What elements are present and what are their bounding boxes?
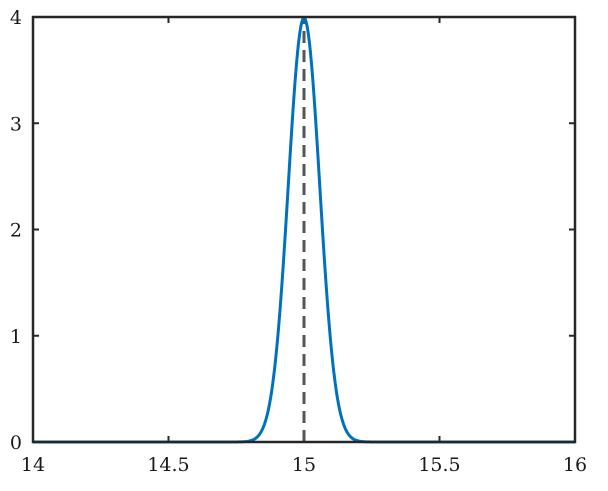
y-tick-label: 3 — [10, 113, 22, 135]
x-tick-label: 14.5 — [147, 454, 189, 476]
y-tick-label: 0 — [10, 432, 22, 454]
y-tick-label: 2 — [10, 220, 22, 242]
x-tick-label: 15.5 — [418, 454, 460, 476]
y-tick-label: 1 — [10, 326, 22, 348]
x-tick-label: 14 — [21, 454, 45, 476]
y-tick-labels: 0 1 2 3 4 — [10, 7, 22, 454]
y-tick-label: 4 — [10, 7, 22, 29]
x-tick-label: 16 — [563, 454, 587, 476]
plot-frame — [31, 15, 577, 444]
x-tick-label: 15 — [292, 454, 316, 476]
x-tick-labels: 14 14.5 15 15.5 16 — [21, 454, 587, 476]
